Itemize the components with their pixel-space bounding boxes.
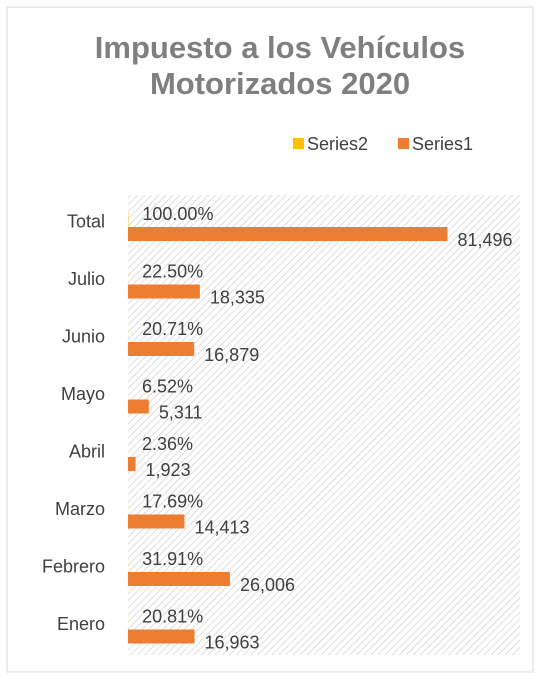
legend-label: Series1 — [412, 134, 473, 154]
legend-swatch — [293, 138, 304, 149]
data-label: 100.00% — [142, 204, 213, 224]
bar — [128, 457, 136, 471]
bar — [128, 572, 230, 586]
data-label: 1,923 — [146, 460, 191, 480]
y-tick-label: Enero — [57, 614, 105, 634]
data-label: 2.36% — [142, 434, 193, 454]
bar — [128, 399, 149, 414]
y-tick-label: Junio — [62, 327, 105, 347]
legend-swatch — [398, 138, 409, 149]
y-tick-label: Abril — [69, 442, 105, 462]
bar — [128, 514, 185, 529]
data-label: 81,496 — [457, 230, 512, 250]
y-tick-label: Julio — [68, 269, 105, 289]
y-tick-label: Total — [67, 212, 105, 232]
legend-label: Series2 — [307, 134, 368, 154]
data-label: 16,879 — [204, 345, 259, 365]
data-label: 14,413 — [194, 517, 249, 537]
bar — [128, 629, 195, 644]
data-label: 6.52% — [142, 376, 193, 396]
data-label: 17.69% — [142, 491, 203, 511]
data-label: 5,311 — [159, 402, 203, 422]
data-label: 20.81% — [142, 606, 203, 626]
y-tick-label: Mayo — [61, 384, 105, 404]
data-label: 31.91% — [142, 549, 203, 569]
chart-title: Impuesto a los Vehículos Motorizados 2020 — [95, 30, 465, 101]
bar — [128, 284, 200, 299]
data-label: 16,963 — [204, 632, 259, 652]
bar — [128, 342, 195, 356]
y-tick-label: Marzo — [55, 499, 105, 519]
data-label: 26,006 — [240, 575, 295, 595]
data-label: 20.71% — [142, 319, 203, 339]
bar — [128, 227, 448, 241]
data-label: 22.50% — [142, 261, 203, 281]
data-label: 18,335 — [210, 287, 265, 307]
y-tick-label: Febrero — [42, 557, 105, 577]
